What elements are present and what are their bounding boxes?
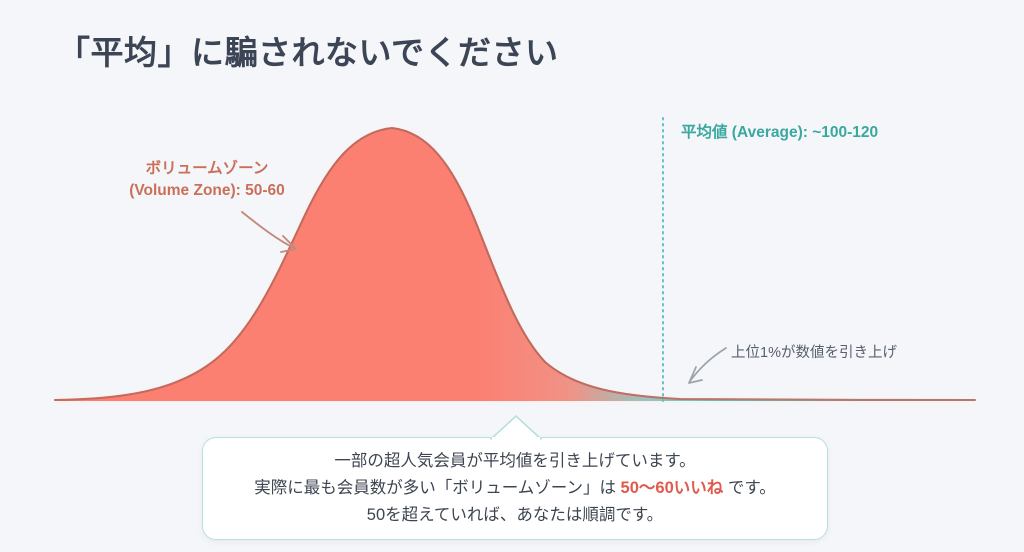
annotation-average: 平均値 (Average): ~100-120 [681,124,879,141]
callout-line-1: 一部の超人気会員が平均値を引き上げています。 [334,452,696,471]
callout-line-2-before: 実際に最も会員数が多い「ボリュームゾーン」は [254,479,621,498]
page-title: 「平均」に騙されないでください [57,34,559,71]
top-one-percent-arrow [688,347,727,384]
callout-pointer [490,415,542,440]
callout-line-2: 実際に最も会員数が多い「ボリュームゾーン」は 50〜60いいね です。 [254,475,775,502]
distribution-outline [53,126,977,402]
annotation-volume-zone-line1: ボリュームゾーン [145,160,269,177]
callout-highlight: 50〜60いいね [620,479,724,498]
callout-box: 一部の超人気会員が平均値を引き上げています。 実際に最も会員数が多い「ボリューム… [202,437,828,540]
annotation-volume-zone: ボリュームゾーン (Volume Zone): 50-60 [92,158,322,203]
annotation-volume-zone-line2: (Volume Zone): 50-60 [129,182,285,200]
callout-line-2-after: です。 [723,479,776,498]
annotation-top-one-percent: 上位1%が数値を引き上げ [731,345,897,361]
distribution-area [55,128,975,401]
callout-line-3: 50を超えていれば、あなたは順調です。 [366,505,664,524]
distribution-chart [53,117,977,402]
volume-zone-arrow [241,211,297,253]
